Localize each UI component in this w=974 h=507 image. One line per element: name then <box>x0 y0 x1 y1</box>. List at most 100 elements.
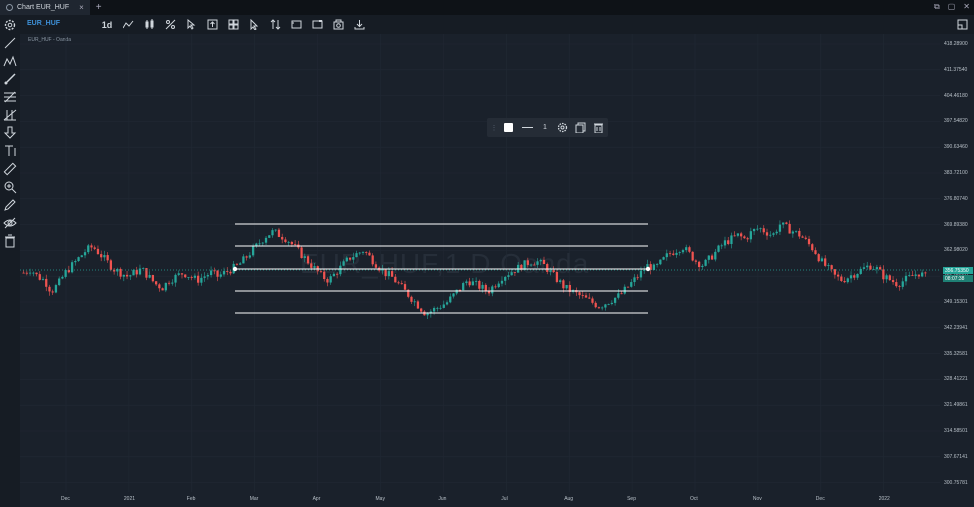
candle <box>484 283 487 295</box>
popout-icon[interactable] <box>956 18 969 31</box>
text-tool-icon[interactable] <box>3 144 17 158</box>
compare-icon[interactable] <box>164 18 176 31</box>
settings-gear-icon[interactable] <box>3 18 17 32</box>
channel-anchor-handle <box>645 266 651 272</box>
candle <box>281 233 284 244</box>
candle <box>685 244 688 253</box>
time-axis[interactable]: Dec 2021 Feb Mar Apr May Jun Jul Aug Sep Oct Nov Dec… <box>20 492 940 507</box>
candle <box>804 235 807 240</box>
y-tick-label: 328.41221 <box>944 376 968 383</box>
candle <box>371 253 374 267</box>
brush-icon[interactable] <box>3 72 17 86</box>
clone-icon[interactable] <box>574 121 586 134</box>
candle <box>846 277 849 284</box>
candle <box>442 300 445 309</box>
price-axis[interactable]: 418.28900 411.37540 404.46180 397.54820 390.… <box>940 34 974 492</box>
x-tick-label: Dec <box>815 496 825 502</box>
candle <box>775 229 778 236</box>
candle <box>342 259 345 267</box>
candle <box>248 252 251 259</box>
line-color-swatch[interactable] <box>503 121 513 134</box>
candle <box>381 264 384 275</box>
candle <box>245 255 248 261</box>
candle <box>125 270 129 280</box>
candle <box>772 232 775 237</box>
candle <box>96 245 100 255</box>
restore-window-icon[interactable]: ⧉ <box>934 2 940 11</box>
candle <box>358 251 361 256</box>
candle-type-icon[interactable] <box>143 18 155 31</box>
arrow-down-icon[interactable] <box>3 126 17 140</box>
countdown-badge: 08:07:38 <box>943 275 973 282</box>
candle <box>32 271 35 277</box>
candle <box>539 258 542 266</box>
candle <box>323 269 326 282</box>
sort-icon[interactable] <box>269 18 282 31</box>
indicators-icon[interactable] <box>122 18 134 31</box>
tab-close-icon[interactable]: × <box>79 3 84 12</box>
interval-selector[interactable]: 1d <box>101 19 113 30</box>
x-tick-label: Oct <box>690 496 698 502</box>
candle <box>174 273 177 287</box>
layout-icon[interactable] <box>290 18 303 31</box>
pencil-icon[interactable] <box>3 198 17 212</box>
line-style-icon[interactable] <box>521 121 533 134</box>
close-window-icon[interactable]: ✕ <box>963 2 970 11</box>
candle <box>904 272 908 286</box>
export-icon[interactable] <box>206 18 219 31</box>
candle <box>843 277 846 284</box>
price-chart[interactable] <box>20 34 940 492</box>
templates-icon[interactable] <box>227 18 240 31</box>
tab-status-icon <box>6 4 13 11</box>
y-tick-label: 404.46180 <box>944 92 968 99</box>
candle <box>733 231 736 237</box>
hide-drawings-icon[interactable] <box>3 216 17 230</box>
gann-icon[interactable] <box>3 108 17 122</box>
chart-watermark: EUR_HUF,1 D Oanda <box>300 248 590 279</box>
candle <box>171 279 174 286</box>
chart-tab[interactable]: Chart EUR_HUF × <box>0 0 90 15</box>
candle <box>630 279 633 288</box>
candle <box>552 266 555 274</box>
candle <box>271 228 274 238</box>
candle <box>746 236 749 243</box>
candle <box>158 283 161 292</box>
candle <box>161 287 164 291</box>
drag-handle-icon[interactable]: ⋮ <box>490 124 498 132</box>
candle <box>513 272 517 276</box>
candle <box>348 257 352 262</box>
zoom-in-icon[interactable] <box>3 180 17 194</box>
candle <box>859 266 862 275</box>
fullscreen-icon[interactable] <box>311 18 324 31</box>
candle <box>355 250 358 258</box>
candle <box>465 279 468 286</box>
maximize-window-icon[interactable]: ▢ <box>947 2 956 11</box>
candle <box>888 274 891 282</box>
candle <box>400 280 403 285</box>
candle <box>833 268 837 279</box>
new-tab-button[interactable]: + <box>95 2 102 13</box>
candle <box>93 245 96 251</box>
ruler-icon[interactable] <box>3 162 17 176</box>
pattern-icon[interactable] <box>3 54 17 68</box>
fibonacci-icon[interactable] <box>3 90 17 104</box>
line-width-value[interactable]: 1 <box>543 124 547 131</box>
symbol-selector[interactable]: EUR_HUF <box>27 20 61 27</box>
cursor-icon[interactable] <box>185 18 197 31</box>
candle <box>74 259 77 266</box>
select-tool-icon[interactable] <box>248 18 261 31</box>
candle <box>591 296 594 305</box>
drawing-settings-icon[interactable] <box>556 121 568 134</box>
download-icon[interactable] <box>353 18 366 31</box>
delete-drawing-icon[interactable] <box>592 121 604 134</box>
candle <box>206 272 209 280</box>
delete-all-icon[interactable] <box>3 234 17 248</box>
candle <box>284 237 287 244</box>
snapshot-icon[interactable] <box>332 18 345 31</box>
candle <box>610 300 613 306</box>
trend-line-icon[interactable] <box>3 36 17 50</box>
candle <box>820 256 824 262</box>
candle <box>607 303 610 306</box>
candle <box>924 271 927 277</box>
candle <box>529 263 533 268</box>
